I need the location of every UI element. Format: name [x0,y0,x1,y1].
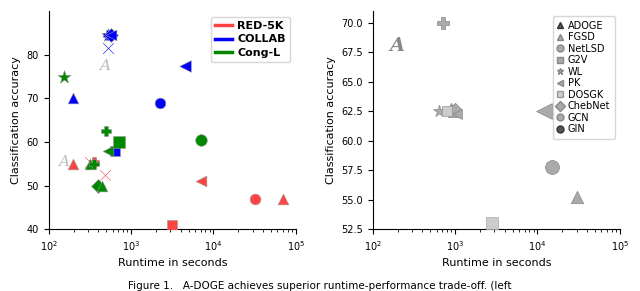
Point [449,108,459,112]
X-axis label: Runtime in seconds: Runtime in seconds [442,258,551,268]
Point [93,183,103,188]
Point [487,221,497,226]
Point [106,33,116,38]
Text: A: A [99,58,110,73]
Point [278,196,289,201]
Point [452,111,462,116]
Point [103,148,113,153]
Text: A: A [390,38,405,56]
Point [167,223,177,227]
Point [433,109,444,113]
Point [250,196,260,201]
Point [89,159,99,164]
Point [85,162,95,166]
Point [438,21,448,25]
Point [449,110,459,115]
Point [572,195,582,200]
Y-axis label: Classification accuracy: Classification accuracy [11,56,21,184]
Point [155,100,165,105]
Point [446,105,456,110]
Point [547,164,557,169]
Point [442,109,452,113]
Point [58,74,68,79]
Point [89,162,99,166]
Text: Figure 1.   A-DOGE achieves superior runtime-performance trade-off. (left: Figure 1. A-DOGE achieves superior runti… [128,281,512,291]
Legend: ADOGE, FGSD, NetLSD, G2V, WL, PK, DOSGK, ChebNet, GCN, GIN: ADOGE, FGSD, NetLSD, G2V, WL, PK, DOSGK,… [553,16,615,139]
Point [450,107,460,111]
Point [109,148,120,153]
Point [68,162,79,166]
Point [539,109,549,113]
Point [68,96,79,101]
Point [179,63,189,68]
Text: A: A [58,155,69,168]
Y-axis label: Classification accuracy: Classification accuracy [326,56,336,184]
Point [97,183,108,188]
Point [103,33,113,38]
Point [196,179,206,184]
Point [103,33,113,38]
Point [100,172,110,177]
Point [101,129,111,133]
Point [103,46,113,51]
Point [85,159,95,164]
Point [114,140,124,144]
Legend: RED-5K, COLLAB, Cong-L: RED-5K, COLLAB, Cong-L [211,17,290,62]
Point [106,33,116,38]
X-axis label: Runtime in seconds: Runtime in seconds [118,258,227,268]
Point [196,137,206,142]
